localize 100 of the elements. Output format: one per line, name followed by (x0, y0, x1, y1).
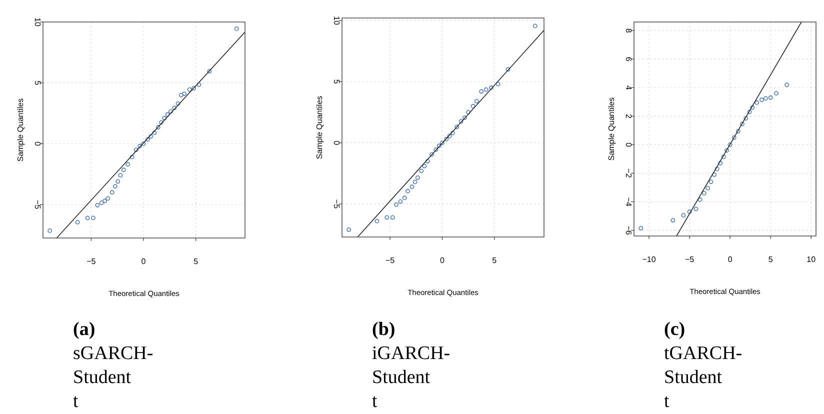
point (85, 216, 90, 220)
text: (b) (372, 319, 396, 340)
point (192, 86, 196, 91)
point (450, 130, 455, 136)
text: (c) (664, 319, 686, 340)
y-axis-title: Sample Quantiles (607, 97, 616, 161)
point (110, 190, 114, 195)
point (134, 148, 138, 152)
point (694, 206, 698, 212)
point (187, 87, 192, 92)
point (141, 141, 146, 146)
x-tick-label: 5 (194, 257, 199, 266)
point (384, 215, 390, 220)
point (458, 119, 464, 124)
point (462, 116, 467, 120)
point (121, 168, 126, 172)
point (784, 82, 790, 87)
point (234, 26, 239, 31)
point (126, 162, 130, 167)
point (496, 82, 500, 86)
x-tick-label: −10 (642, 255, 656, 264)
point (430, 152, 434, 157)
point (744, 116, 748, 120)
point (102, 198, 107, 204)
point (182, 92, 186, 96)
x-tick-label: 0 (728, 255, 733, 264)
text: (a) (73, 319, 96, 340)
point (165, 112, 170, 117)
point (168, 109, 173, 114)
y-tick-label: −5 (33, 200, 42, 210)
point (95, 202, 100, 208)
y-tick-label: −4 (624, 197, 633, 207)
point (425, 158, 430, 164)
y-tick-label: 0 (33, 141, 42, 146)
y-tick-label: 5 (332, 79, 341, 84)
point (721, 154, 726, 160)
point (506, 67, 510, 72)
point (718, 161, 723, 166)
point (406, 188, 410, 194)
point (394, 202, 398, 207)
point (402, 196, 407, 200)
point (484, 87, 488, 92)
point (346, 227, 351, 232)
point (48, 228, 52, 233)
y-tick-label: 0 (332, 140, 341, 146)
text: tGARCH-Student t (664, 343, 742, 412)
point (116, 179, 120, 184)
point (708, 180, 714, 184)
y-tick-label: 0 (624, 142, 633, 148)
y-axis-title: Sample Quantiles (315, 96, 324, 160)
point (172, 106, 177, 110)
point (759, 98, 764, 102)
point (750, 105, 755, 110)
y-tick-label: 4 (624, 85, 633, 90)
point (412, 180, 418, 184)
point (747, 110, 752, 114)
point (152, 130, 157, 135)
point (91, 216, 96, 220)
point (768, 95, 773, 100)
y-tick-label: 6 (624, 56, 633, 62)
point (419, 168, 424, 174)
point (138, 144, 142, 148)
y-tick-label: −5 (332, 199, 341, 210)
y-axis-title: Sample Quantiles (16, 98, 25, 162)
y-tick-label: 10 (332, 16, 341, 26)
point (736, 128, 740, 134)
point (732, 135, 736, 140)
point (764, 96, 768, 101)
y-tick-label: 8 (624, 28, 633, 34)
point (159, 120, 164, 125)
point (470, 104, 476, 108)
y-tick-label: 10 (33, 18, 42, 27)
point (436, 144, 442, 148)
point (444, 136, 449, 142)
point (162, 116, 167, 120)
point (113, 184, 118, 188)
point (740, 122, 744, 126)
x-tick-label: −5 (86, 257, 96, 266)
point (410, 184, 414, 190)
x-tick-label: 0 (440, 256, 445, 265)
point (176, 101, 180, 106)
point (489, 86, 494, 90)
y-tick-label: 5 (33, 80, 42, 86)
point (479, 89, 484, 94)
point (706, 186, 710, 190)
point (447, 134, 452, 138)
point (145, 137, 150, 142)
point (714, 166, 720, 172)
y-tick-label: −6 (624, 226, 633, 236)
point (698, 197, 702, 202)
point (390, 215, 395, 220)
point (118, 173, 123, 178)
text: iGARCH-Student t (372, 343, 450, 412)
point (532, 24, 538, 28)
point (156, 125, 160, 130)
x-tick-label: −5 (684, 255, 695, 264)
point (422, 164, 427, 168)
point (466, 110, 471, 114)
point (440, 140, 444, 145)
x-tick-label: 10 (806, 255, 816, 264)
